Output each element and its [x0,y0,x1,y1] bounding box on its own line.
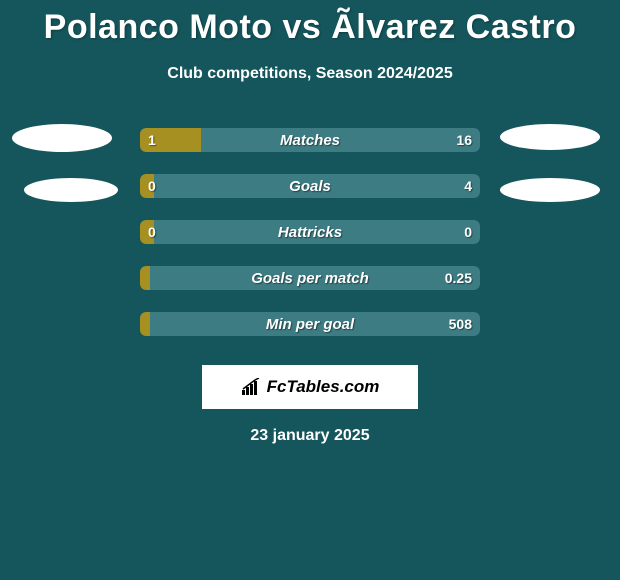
subtitle: Club competitions, Season 2024/2025 [0,65,620,83]
stat-row: Matches1 16 [0,117,620,163]
stat-bar: Matches1 16 [140,128,480,152]
stat-bar: Hattricks0 0 [140,220,480,244]
fctables-logo: FcTables.com [202,365,418,409]
stat-value-right: 0 [464,220,472,244]
stat-value-right: 0.25 [445,266,472,290]
page-title: Polanco Moto vs Ãlvarez Castro [0,0,620,47]
stat-label: Matches [140,128,480,152]
stat-label: Goals per match [140,266,480,290]
stat-bar: Goals per match0.25 [140,266,480,290]
stats-comparison-chart: Matches116Goals04Hattricks00Goals per ma… [0,117,620,347]
stat-value-right: 4 [464,174,472,198]
stat-row: Hattricks0 0 [0,209,620,255]
stat-row: Goals0 4 [0,163,620,209]
stat-row: Goals per match0.25 [0,255,620,301]
stat-row: Min per goal508 [0,301,620,347]
stat-value-left: 0 [148,174,156,198]
stat-bar: Goals0 4 [140,174,480,198]
stat-value-left: 1 [148,128,156,152]
stat-label: Hattricks [140,220,480,244]
stat-bar: Min per goal508 [140,312,480,336]
stat-value-right: 16 [456,128,472,152]
logo-text: FcTables.com [267,377,380,397]
bar-chart-icon [241,378,263,396]
stat-value-right: 508 [449,312,472,336]
stat-value-left: 0 [148,220,156,244]
stat-label: Goals [140,174,480,198]
date-text: 23 january 2025 [0,427,620,445]
stat-label: Min per goal [140,312,480,336]
